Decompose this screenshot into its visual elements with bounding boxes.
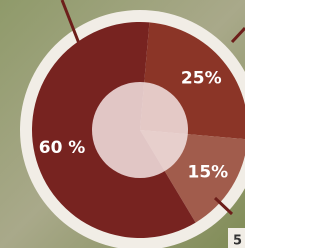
value-label: 15% bbox=[187, 162, 228, 182]
value-label: 25% bbox=[181, 69, 222, 89]
corner-label: 5 bbox=[233, 234, 242, 248]
value-label: 60 % bbox=[39, 138, 86, 158]
chart: 25% 15% 60 % 5 bbox=[0, 0, 245, 248]
donut-hole bbox=[92, 82, 188, 178]
